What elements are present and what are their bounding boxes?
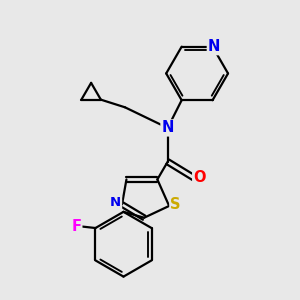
Text: O: O	[193, 170, 206, 185]
Text: F: F	[71, 219, 81, 234]
Text: N: N	[208, 39, 220, 54]
Text: N: N	[110, 196, 121, 209]
Text: N: N	[161, 120, 174, 135]
Text: S: S	[170, 197, 181, 212]
